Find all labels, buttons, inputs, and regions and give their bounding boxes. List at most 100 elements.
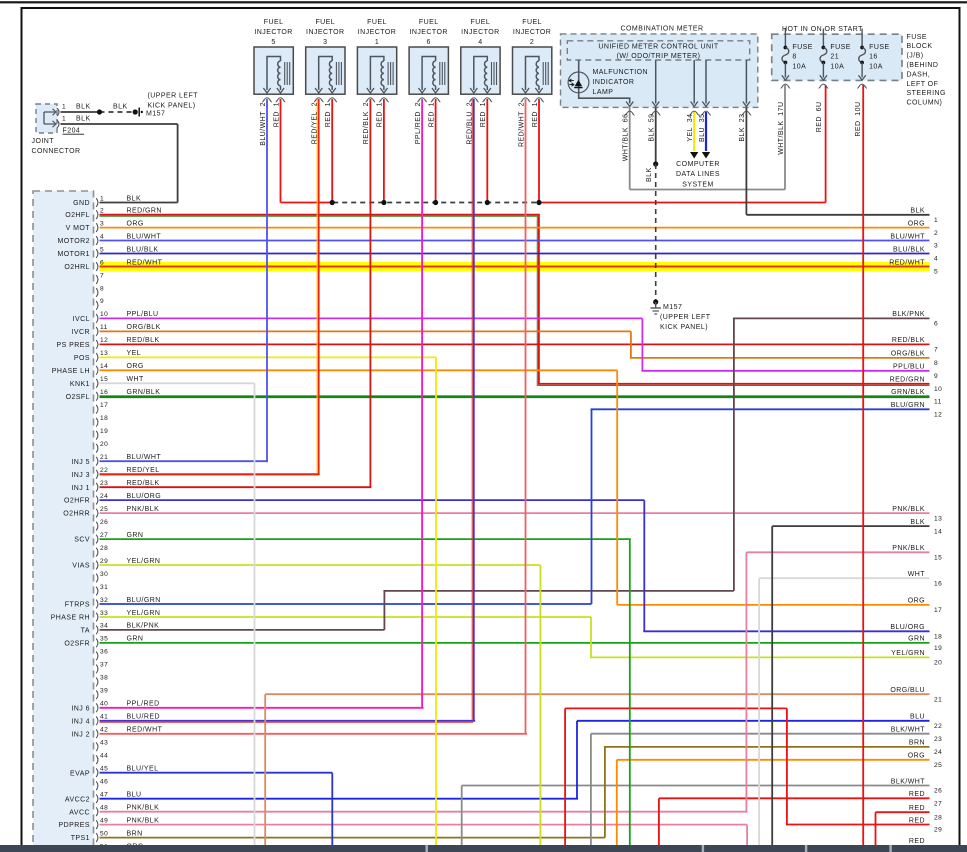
- svg-text:10A: 10A: [869, 64, 883, 71]
- svg-text:(UPPER LEFT: (UPPER LEFT: [660, 314, 711, 321]
- svg-text:47: 47: [100, 792, 108, 799]
- svg-text:40: 40: [100, 701, 108, 708]
- svg-text:ORG: ORG: [127, 363, 144, 370]
- svg-text:50: 50: [100, 830, 108, 837]
- svg-text:15: 15: [100, 376, 108, 383]
- svg-text:INJ 6: INJ 6: [71, 705, 90, 712]
- svg-text:46: 46: [100, 779, 108, 786]
- svg-text:8: 8: [100, 285, 104, 292]
- svg-text:MALFUNCTION: MALFUNCTION: [593, 69, 649, 76]
- svg-text:42: 42: [100, 727, 108, 734]
- svg-text:4: 4: [478, 39, 482, 46]
- svg-text:WHT: WHT: [127, 376, 145, 383]
- svg-text:BLU/ORG: BLU/ORG: [890, 624, 925, 631]
- svg-text:COMPUTER: COMPUTER: [676, 161, 720, 168]
- svg-text:1: 1: [375, 39, 379, 46]
- svg-text:1: 1: [62, 104, 66, 111]
- svg-text:FUEL: FUEL: [264, 19, 284, 26]
- svg-text:10: 10: [934, 386, 942, 393]
- svg-text:F204: F204: [63, 128, 81, 135]
- svg-text:19: 19: [934, 645, 942, 652]
- svg-text:RED 1: RED 1: [532, 102, 539, 127]
- svg-text:BLU/BLK: BLU/BLK: [127, 246, 159, 253]
- svg-text:FUEL: FUEL: [471, 19, 491, 26]
- svg-text:31: 31: [100, 584, 108, 591]
- svg-text:8: 8: [792, 54, 796, 61]
- svg-text:RED/GRN: RED/GRN: [127, 207, 162, 214]
- svg-text:O2SFL: O2SFL: [66, 394, 90, 401]
- svg-text:9: 9: [100, 298, 104, 305]
- svg-text:ORG/BLU: ORG/BLU: [890, 687, 925, 694]
- svg-text:IVCR: IVCR: [71, 329, 90, 336]
- svg-text:2: 2: [530, 39, 534, 46]
- svg-text:27: 27: [100, 532, 108, 539]
- svg-text:O2HRR: O2HRR: [63, 511, 90, 518]
- svg-text:KICK PANEL): KICK PANEL): [148, 103, 196, 110]
- svg-text:3: 3: [934, 243, 938, 250]
- svg-text:GRN: GRN: [908, 636, 925, 643]
- svg-text:PNK/BLK: PNK/BLK: [127, 506, 160, 513]
- svg-text:AVCC2: AVCC2: [65, 796, 90, 803]
- svg-text:27: 27: [934, 801, 942, 808]
- svg-text:SYSTEM: SYSTEM: [682, 182, 713, 189]
- svg-text:21: 21: [934, 696, 942, 703]
- svg-text:FUEL: FUEL: [315, 19, 335, 26]
- svg-text:FUEL: FUEL: [522, 19, 542, 26]
- svg-text:PS PRES: PS PRES: [57, 342, 91, 349]
- svg-text:FUEL: FUEL: [367, 19, 387, 26]
- svg-text:BLK: BLK: [127, 195, 142, 202]
- svg-text:RED/YEL 2: RED/YEL 2: [312, 102, 319, 144]
- svg-text:17: 17: [934, 607, 942, 614]
- svg-text:BLK/PNK: BLK/PNK: [892, 311, 925, 318]
- svg-text:BLU/BLK: BLU/BLK: [893, 246, 925, 253]
- svg-text:UNIFIED METER CONTROL UNIT: UNIFIED METER CONTROL UNIT: [598, 44, 719, 51]
- svg-text:LAMP: LAMP: [593, 89, 614, 96]
- svg-text:41: 41: [100, 714, 108, 721]
- svg-text:JOINT: JOINT: [32, 138, 55, 145]
- svg-text:FUSE: FUSE: [830, 44, 850, 51]
- svg-text:ORG: ORG: [908, 598, 925, 605]
- svg-text:PPL/RED: PPL/RED: [127, 701, 160, 708]
- svg-text:10: 10: [100, 311, 108, 318]
- svg-text:48: 48: [100, 805, 108, 812]
- svg-text:BLK/WHT: BLK/WHT: [891, 727, 926, 734]
- svg-text:PNK/BLK: PNK/BLK: [127, 817, 160, 824]
- svg-text:4: 4: [100, 233, 104, 240]
- svg-text:9: 9: [934, 373, 938, 380]
- svg-text:17: 17: [100, 402, 108, 409]
- svg-text:O2HRL: O2HRL: [64, 264, 90, 271]
- svg-text:RED 1: RED 1: [377, 102, 384, 127]
- svg-text:BLK: BLK: [910, 519, 925, 526]
- svg-text:RED 10U: RED 10U: [855, 102, 862, 137]
- svg-text:RED: RED: [909, 838, 925, 845]
- svg-text:RED/GRN: RED/GRN: [890, 377, 925, 384]
- svg-text:1: 1: [100, 195, 104, 202]
- svg-text:PNK/BLK: PNK/BLK: [892, 545, 925, 552]
- svg-text:INJECTOR: INJECTOR: [461, 29, 499, 36]
- svg-text:21: 21: [100, 454, 108, 461]
- svg-text:PNK/BLK: PNK/BLK: [127, 805, 160, 812]
- svg-text:O2SFR: O2SFR: [64, 641, 90, 648]
- svg-text:FUSE: FUSE: [907, 34, 927, 41]
- svg-text:(W/ ODO/TRIP METER): (W/ ODO/TRIP METER): [617, 53, 701, 60]
- svg-text:PHASE LH: PHASE LH: [52, 368, 90, 375]
- svg-text:FUEL: FUEL: [419, 19, 439, 26]
- svg-text:BLU/WHT: BLU/WHT: [127, 454, 162, 461]
- svg-text:RED/WHT: RED/WHT: [127, 259, 163, 266]
- svg-text:HOT IN ON OR START: HOT IN ON OR START: [782, 26, 863, 33]
- svg-text:GRN/BLK: GRN/BLK: [127, 389, 161, 396]
- svg-text:DASH,: DASH,: [907, 71, 931, 78]
- svg-text:26: 26: [100, 519, 108, 526]
- svg-text:MOTOR1: MOTOR1: [57, 251, 90, 258]
- svg-text:BLU/WHT: BLU/WHT: [127, 233, 162, 240]
- svg-text:TPS1: TPS1: [71, 835, 90, 842]
- svg-text:WHT/BLK 66: WHT/BLK 66: [623, 114, 630, 162]
- svg-text:7: 7: [934, 347, 938, 354]
- svg-text:BLK: BLK: [910, 208, 925, 215]
- svg-text:AVCC: AVCC: [69, 809, 90, 816]
- svg-text:INDICATOR: INDICATOR: [593, 79, 635, 86]
- svg-text:GRN/BLK: GRN/BLK: [891, 389, 925, 396]
- svg-text:16: 16: [934, 580, 942, 587]
- svg-text:3: 3: [323, 39, 327, 46]
- svg-text:8: 8: [934, 360, 938, 367]
